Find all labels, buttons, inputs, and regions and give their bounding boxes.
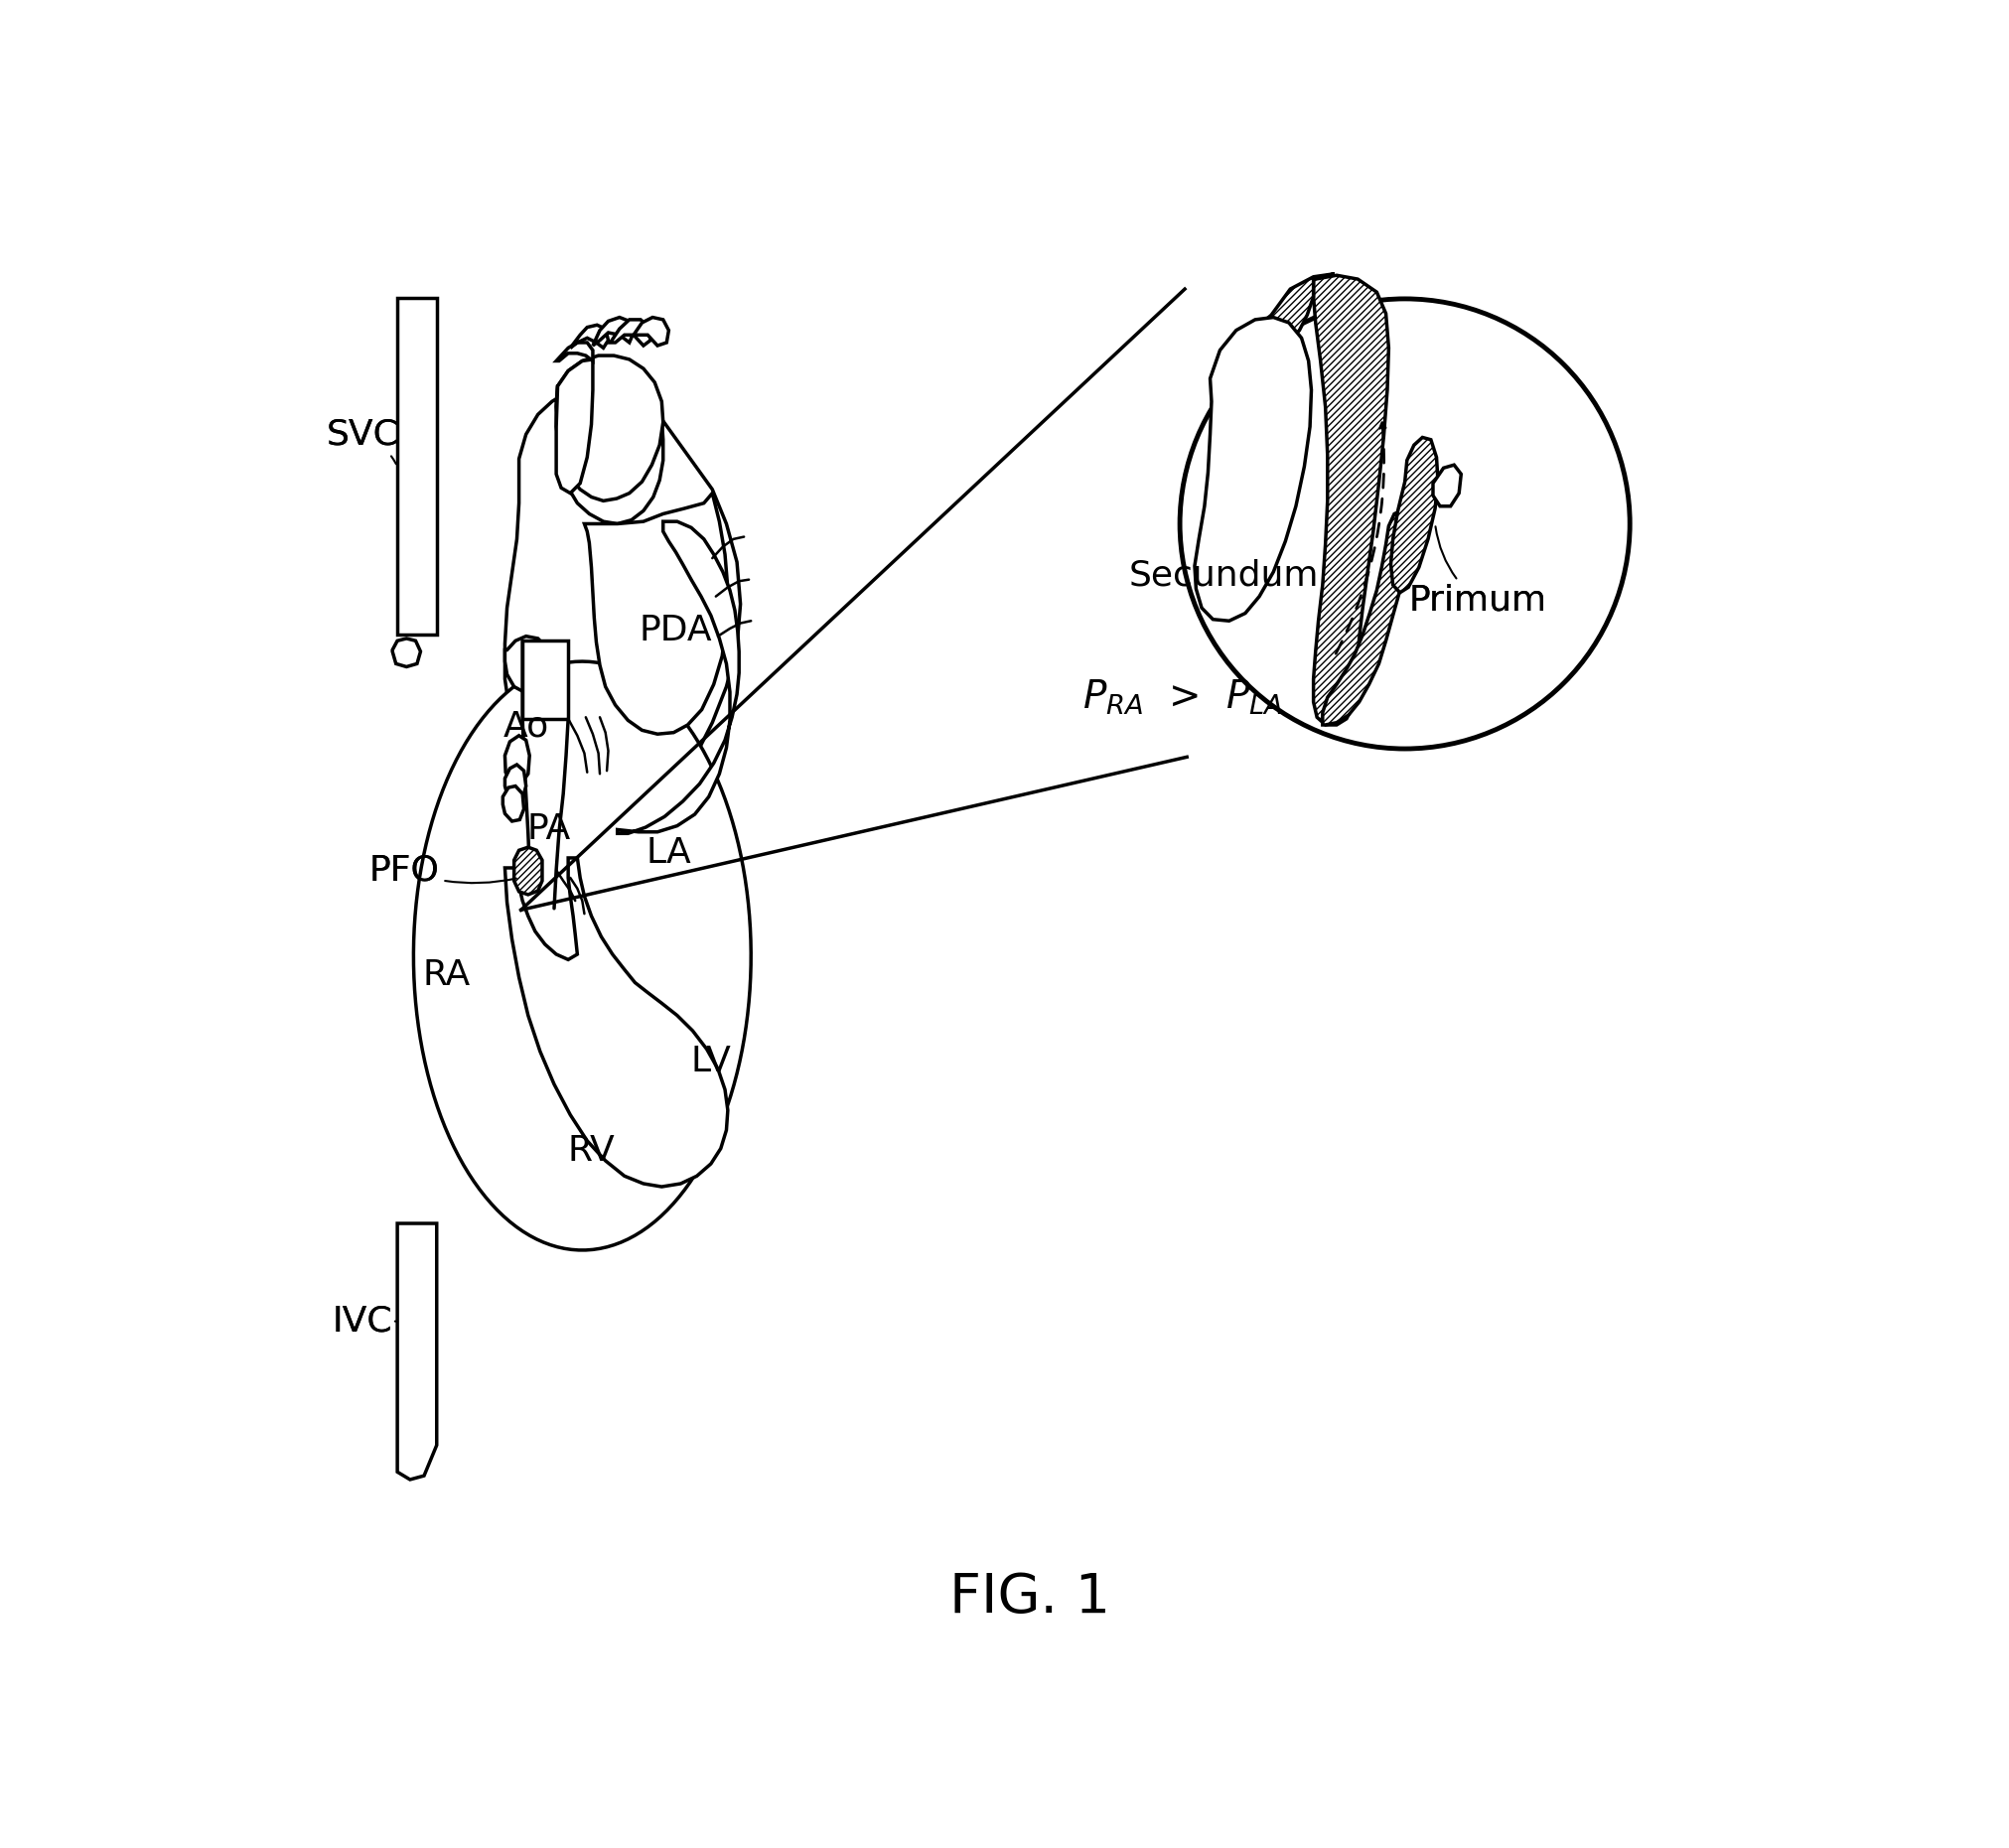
Polygon shape [556, 355, 663, 501]
Text: Primum: Primum [1408, 527, 1545, 617]
Polygon shape [593, 318, 633, 346]
Circle shape [1145, 264, 1663, 782]
Polygon shape [1390, 438, 1436, 593]
Text: PFO: PFO [370, 854, 440, 887]
Polygon shape [556, 359, 593, 493]
Text: SVC: SVC [325, 418, 398, 451]
Polygon shape [504, 857, 727, 1186]
Polygon shape [1312, 275, 1388, 724]
Text: Primum: Primum [1408, 584, 1545, 617]
Text: LA: LA [645, 835, 691, 869]
Polygon shape [1260, 274, 1334, 347]
Text: SVC: SVC [325, 418, 398, 464]
Polygon shape [504, 765, 526, 802]
Text: RV: RV [567, 1135, 615, 1168]
Polygon shape [1432, 466, 1461, 506]
Polygon shape [585, 493, 727, 734]
Text: RA: RA [422, 957, 470, 992]
Polygon shape [392, 638, 420, 667]
Polygon shape [617, 521, 739, 833]
Text: PFO: PFO [370, 854, 516, 887]
Text: $P_{RA}$  >  $P_{LA}$: $P_{RA}$ > $P_{LA}$ [1081, 678, 1282, 717]
Polygon shape [504, 636, 548, 691]
Polygon shape [1322, 510, 1408, 724]
Polygon shape [633, 318, 669, 346]
Text: IVC: IVC [331, 1305, 398, 1338]
Text: PDA: PDA [639, 614, 711, 647]
Circle shape [1179, 299, 1629, 748]
Polygon shape [522, 641, 569, 719]
Polygon shape [556, 342, 593, 360]
Polygon shape [514, 846, 542, 894]
Polygon shape [611, 320, 651, 346]
Text: IVC: IVC [331, 1305, 392, 1338]
Polygon shape [1193, 318, 1310, 621]
Polygon shape [571, 325, 609, 347]
Text: Secundum: Secundum [1129, 558, 1318, 591]
Polygon shape [398, 298, 436, 634]
Polygon shape [414, 662, 751, 1249]
Text: Ao: Ao [502, 710, 548, 743]
Text: PA: PA [526, 813, 571, 846]
Polygon shape [398, 1223, 436, 1480]
Polygon shape [502, 785, 524, 821]
Text: LV: LV [691, 1044, 731, 1077]
Text: FIG. 1: FIG. 1 [948, 1571, 1111, 1624]
Polygon shape [504, 736, 528, 784]
Polygon shape [504, 386, 739, 830]
